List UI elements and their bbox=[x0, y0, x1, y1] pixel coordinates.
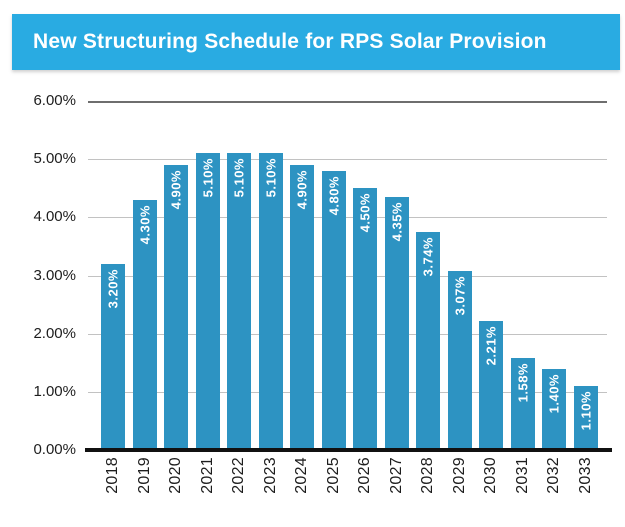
y-tick-label: 0.00% bbox=[33, 441, 76, 458]
bar: 4.35% bbox=[384, 196, 409, 450]
x-tick-label: 2032 bbox=[545, 457, 563, 494]
x-tick-slot: 2032 bbox=[542, 457, 566, 494]
x-tick-slot: 2022 bbox=[227, 457, 251, 494]
plot-area: 3.20% 4.30% 4.90% 5.10% 5.10% 5.10% 4.90% 4.80%… bbox=[88, 101, 607, 450]
bar-series: 3.20% 4.30% 4.90% 5.10% 5.10% 5.10% 4.90% 4.80%… bbox=[88, 101, 607, 450]
x-tick-slot: 2018 bbox=[101, 457, 125, 494]
x-tick-label: 2026 bbox=[356, 457, 374, 494]
bar: 2.21% bbox=[479, 321, 504, 450]
bar: 5.10% bbox=[195, 153, 220, 450]
x-tick-label: 2024 bbox=[293, 457, 311, 494]
x-tick-label: 2029 bbox=[450, 457, 468, 494]
bar-value-label: 2.21% bbox=[483, 326, 499, 366]
x-tick-label: 2018 bbox=[104, 457, 121, 494]
bar: 1.40% bbox=[542, 368, 567, 450]
x-tick-slot: 2028 bbox=[416, 457, 440, 494]
x-tick-label: 2023 bbox=[261, 457, 279, 494]
gridline bbox=[88, 333, 607, 335]
bar-value-label: 4.50% bbox=[357, 193, 373, 233]
x-tick-label: 2022 bbox=[230, 457, 248, 494]
bar-value-label: 3.20% bbox=[105, 268, 121, 309]
bar: 4.50% bbox=[353, 188, 378, 450]
bar-value-label: 5.10% bbox=[231, 158, 247, 198]
bar: 4.90% bbox=[164, 164, 189, 450]
bar-value-label: 1.58% bbox=[515, 363, 531, 403]
y-tick-label: 1.00% bbox=[33, 382, 76, 400]
bar: 5.10% bbox=[258, 153, 283, 450]
bar-value-label: 4.35% bbox=[389, 201, 405, 242]
y-tick-label: 4.00% bbox=[33, 208, 76, 226]
gridline bbox=[88, 217, 607, 219]
x-tick-label: 2028 bbox=[419, 457, 437, 494]
x-tick-slot: 2033 bbox=[574, 457, 598, 494]
x-tick-slot: 2029 bbox=[448, 457, 472, 494]
x-tick-slot: 2031 bbox=[511, 457, 535, 494]
x-tick-label: 2021 bbox=[198, 457, 216, 494]
gridline bbox=[88, 275, 607, 277]
y-tick-label: 5.00% bbox=[33, 150, 76, 168]
x-tick-slot: 2021 bbox=[196, 457, 220, 494]
y-tick-label: 3.00% bbox=[33, 266, 76, 284]
x-tick-label: 2025 bbox=[324, 457, 342, 494]
x-tick-slot: 2025 bbox=[322, 457, 346, 494]
x-tick-slot: 2030 bbox=[479, 457, 503, 494]
bar-value-label: 5.10% bbox=[263, 158, 279, 198]
bar: 4.30% bbox=[132, 199, 157, 450]
bar-value-label: 1.10% bbox=[578, 391, 594, 431]
bar: 3.07% bbox=[447, 271, 472, 450]
x-tick-slot: 2024 bbox=[290, 457, 314, 494]
bar-value-label: 4.90% bbox=[168, 169, 184, 210]
y-tick-label: 2.00% bbox=[33, 324, 76, 342]
bar-value-label: 4.80% bbox=[326, 175, 342, 216]
x-tick-slot: 2020 bbox=[164, 457, 188, 494]
bar-value-label: 4.30% bbox=[137, 204, 153, 245]
x-tick-label: 2033 bbox=[576, 457, 594, 494]
bar-value-label: 4.90% bbox=[294, 169, 310, 210]
gridline bbox=[88, 391, 607, 393]
bar-value-label: 5.10% bbox=[200, 158, 216, 198]
y-tick-label: 6.00% bbox=[33, 92, 76, 109]
bar: 4.80% bbox=[321, 170, 346, 450]
x-tick-label: 2027 bbox=[387, 457, 405, 494]
bar: 4.90% bbox=[290, 164, 315, 450]
bar-value-label: 1.40% bbox=[546, 373, 562, 413]
bar-value-label: 3.07% bbox=[452, 276, 468, 316]
bar-value-label: 3.74% bbox=[420, 237, 436, 277]
x-tick-slot: 2023 bbox=[259, 457, 283, 494]
gridline bbox=[88, 159, 607, 161]
chart-title-banner: New Structuring Schedule for RPS Solar P… bbox=[12, 14, 620, 70]
bar: 3.20% bbox=[101, 263, 125, 450]
bar: 5.10% bbox=[227, 153, 252, 450]
x-tick-slot: 2019 bbox=[133, 457, 157, 494]
x-tick-label: 2030 bbox=[482, 457, 500, 494]
x-tick-label: 2020 bbox=[167, 457, 185, 494]
x-tick-slot: 2026 bbox=[353, 457, 377, 494]
bar: 1.58% bbox=[510, 358, 535, 450]
bar: 1.10% bbox=[573, 386, 598, 450]
x-axis-line bbox=[85, 448, 612, 452]
x-axis-labels: 2018 2019 2020 2021 2022 2023 2024 2025 2026 2027… bbox=[88, 457, 607, 494]
x-tick-slot: 2027 bbox=[385, 457, 409, 494]
gridline bbox=[88, 101, 607, 103]
chart-title: New Structuring Schedule for RPS Solar P… bbox=[33, 30, 547, 53]
bar: 3.74% bbox=[416, 232, 441, 450]
x-tick-label: 2031 bbox=[513, 457, 531, 494]
x-tick-label: 2019 bbox=[135, 457, 153, 494]
